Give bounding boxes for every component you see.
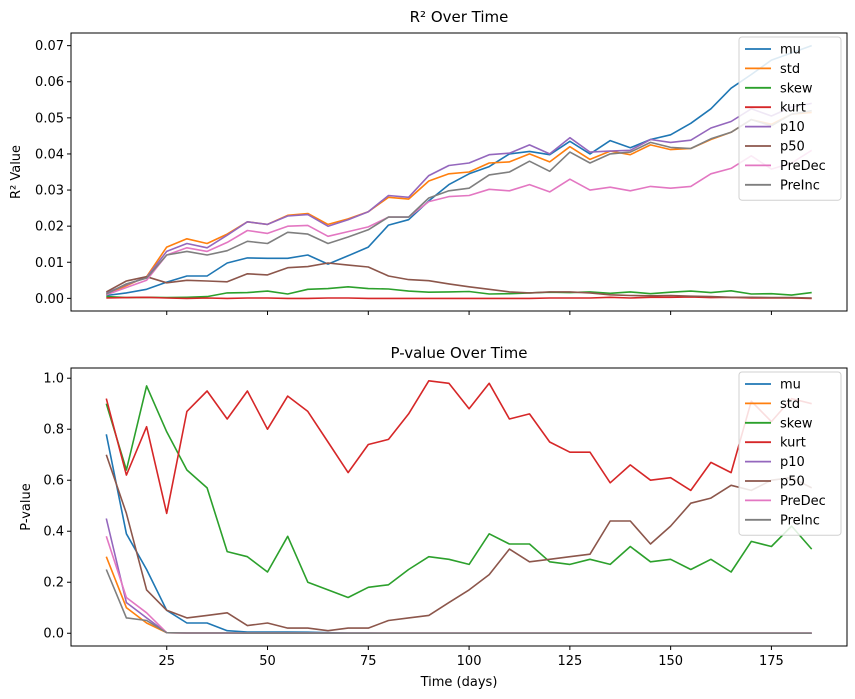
panel-r2-yticks: 0.00 0.01 0.02 0.03 0.04 0.05 0.06 0.07 <box>35 39 71 307</box>
panel-pvalue-series-line-preinc <box>105 569 812 635</box>
panel-r2: R² Over Time R² Value 0.000.010.020.030.… <box>9 8 848 315</box>
panel-r2-legend-label-p10: p10 <box>780 120 805 135</box>
panel-r2-legend-label-skew: skew <box>780 81 813 96</box>
panel-r2-ytick-label: 0.01 <box>35 256 64 271</box>
panel-pvalue-series-line-p50 <box>105 454 813 632</box>
panel-r2-spines <box>70 32 848 312</box>
panel-pvalue-ytick-label: 0.8 <box>43 423 64 438</box>
panel-r2-series-line-p10 <box>105 102 812 294</box>
panel-r2-series-line-p50 <box>105 262 812 299</box>
panel-pvalue-legend-label-preinc: PreInc <box>780 513 820 528</box>
panel-r2-ytick-label: 0.06 <box>35 75 64 90</box>
panel-pvalue-lines <box>105 379 813 635</box>
panel-pvalue-title: P-value Over Time <box>390 344 527 362</box>
panel-pvalue-ytick-label: 1.0 <box>43 372 64 387</box>
panel-pvalue-ytick-label: 0.6 <box>43 474 64 489</box>
panel-r2-ytick-label: 0.03 <box>35 184 64 199</box>
panel-pvalue-series-line-kurt <box>105 379 812 515</box>
panel-pvalue-xtick-label: 175 <box>759 654 784 669</box>
panel-r2-series-line-mu <box>106 44 812 297</box>
panel-r2-ylabel: R² Value <box>9 145 24 199</box>
panel-pvalue-xtick-label: 125 <box>557 654 582 669</box>
panel-r2-frame <box>71 33 847 311</box>
panel-r2-series-line-predec <box>106 149 813 296</box>
panel-pvalue-xticks: 25 50 75 100 125 150 175 <box>158 646 784 669</box>
panel-r2-ytick-label: 0.04 <box>35 147 64 162</box>
panel-r2-legend-label-kurt: kurt <box>780 101 806 116</box>
panel-r2-ytick-label: 0.05 <box>35 111 64 126</box>
panel-r2-xticks <box>166 311 772 315</box>
panel-r2-lines <box>105 44 813 300</box>
panel-r2-legend-box <box>738 36 842 201</box>
panel-r2-ytick-label: 0.07 <box>35 39 64 54</box>
panel-r2-title: R² Over Time <box>410 8 509 26</box>
panel-pvalue-ytick-label: 0.4 <box>43 525 64 540</box>
panel-r2-ytick-label: 0.00 <box>35 292 64 307</box>
x-axis-label: Time (days) <box>420 675 498 690</box>
panel-pvalue-xtick-label: 75 <box>360 654 377 669</box>
panel-pvalue-legend: mu std skew kurt p10 p50 PreDec PreInc <box>738 371 842 536</box>
panel-pvalue-xtick-label: 100 <box>457 654 482 669</box>
panel-pvalue-legend-label-p10: p10 <box>780 455 805 470</box>
panel-pvalue-legend-label-std: std <box>780 397 800 412</box>
panel-pvalue: P-value Over Time P-value 25 50 75 100 125 15… <box>19 344 848 669</box>
panel-r2-legend-label-predec: PreDec <box>780 159 826 174</box>
panel-pvalue-frame <box>71 368 847 646</box>
panel-pvalue-xtick-label: 150 <box>658 654 683 669</box>
panel-pvalue-xtick-label: 50 <box>259 654 276 669</box>
panel-r2-legend-label-mu: mu <box>780 43 801 58</box>
panel-pvalue-legend-label-kurt: kurt <box>780 436 806 451</box>
panel-r2-ytick-label: 0.02 <box>35 220 64 235</box>
panel-r2-series-line-skew <box>106 285 812 299</box>
panel-pvalue-legend-label-predec: PreDec <box>780 494 826 509</box>
panel-r2-legend-label-p50: p50 <box>780 140 805 155</box>
panel-pvalue-xtick-label: 25 <box>158 654 175 669</box>
panel-pvalue-yticks: 0.0 0.2 0.4 0.6 0.8 1.0 <box>43 372 71 642</box>
panel-r2-legend-label-std: std <box>780 62 800 77</box>
panel-pvalue-spines <box>70 367 848 647</box>
panel-pvalue-legend-label-p50: p50 <box>780 475 805 490</box>
panel-r2-legend: mu std skew kurt p10 p50 PreDec PreInc <box>738 36 842 201</box>
panel-pvalue-legend-label-mu: mu <box>780 378 801 393</box>
panel-pvalue-series-line-skew <box>105 385 813 599</box>
panel-pvalue-ytick-label: 0.2 <box>43 576 64 591</box>
panel-pvalue-ytick-label: 0.0 <box>43 627 64 642</box>
panel-r2-legend-label-preinc: PreInc <box>780 178 820 193</box>
panel-pvalue-ylabel: P-value <box>19 483 34 530</box>
panel-r2-series-line-preinc <box>105 109 812 295</box>
panel-pvalue-legend-box <box>738 371 842 536</box>
panel-pvalue-legend-label-skew: skew <box>780 416 813 431</box>
